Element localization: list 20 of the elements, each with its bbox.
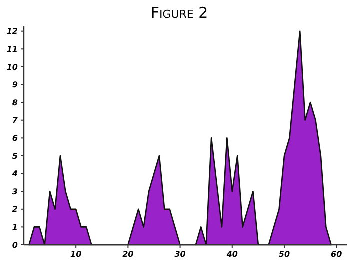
chart-title: Figure 2 [150, 4, 208, 22]
y-tick-label: 0 [12, 240, 18, 250]
y-tick-label: 5 [12, 152, 18, 161]
y-tick-label: 12 [6, 27, 18, 36]
y-tick-label: 11 [6, 44, 18, 54]
y-tick-label: 9 [12, 80, 18, 90]
y-tick-label: 8 [12, 98, 18, 108]
y-tick-label: 10 [6, 62, 18, 72]
x-tick-label: 10 [70, 250, 82, 259]
x-tick-label: 20 [122, 250, 134, 259]
x-tick-label: 50 [278, 250, 290, 259]
y-tick-label: 3 [12, 187, 18, 196]
y-tick-label: 4 [11, 170, 18, 179]
y-tick-label: 1 [12, 222, 18, 232]
x-tick-label: 40 [226, 250, 238, 259]
y-tick-label: 2 [12, 205, 18, 214]
y-tick-label: 6 [12, 134, 18, 143]
x-tick-label: 60 [331, 250, 343, 259]
x-tick-label: 30 [174, 250, 186, 259]
y-tick-label: 7 [12, 116, 18, 126]
